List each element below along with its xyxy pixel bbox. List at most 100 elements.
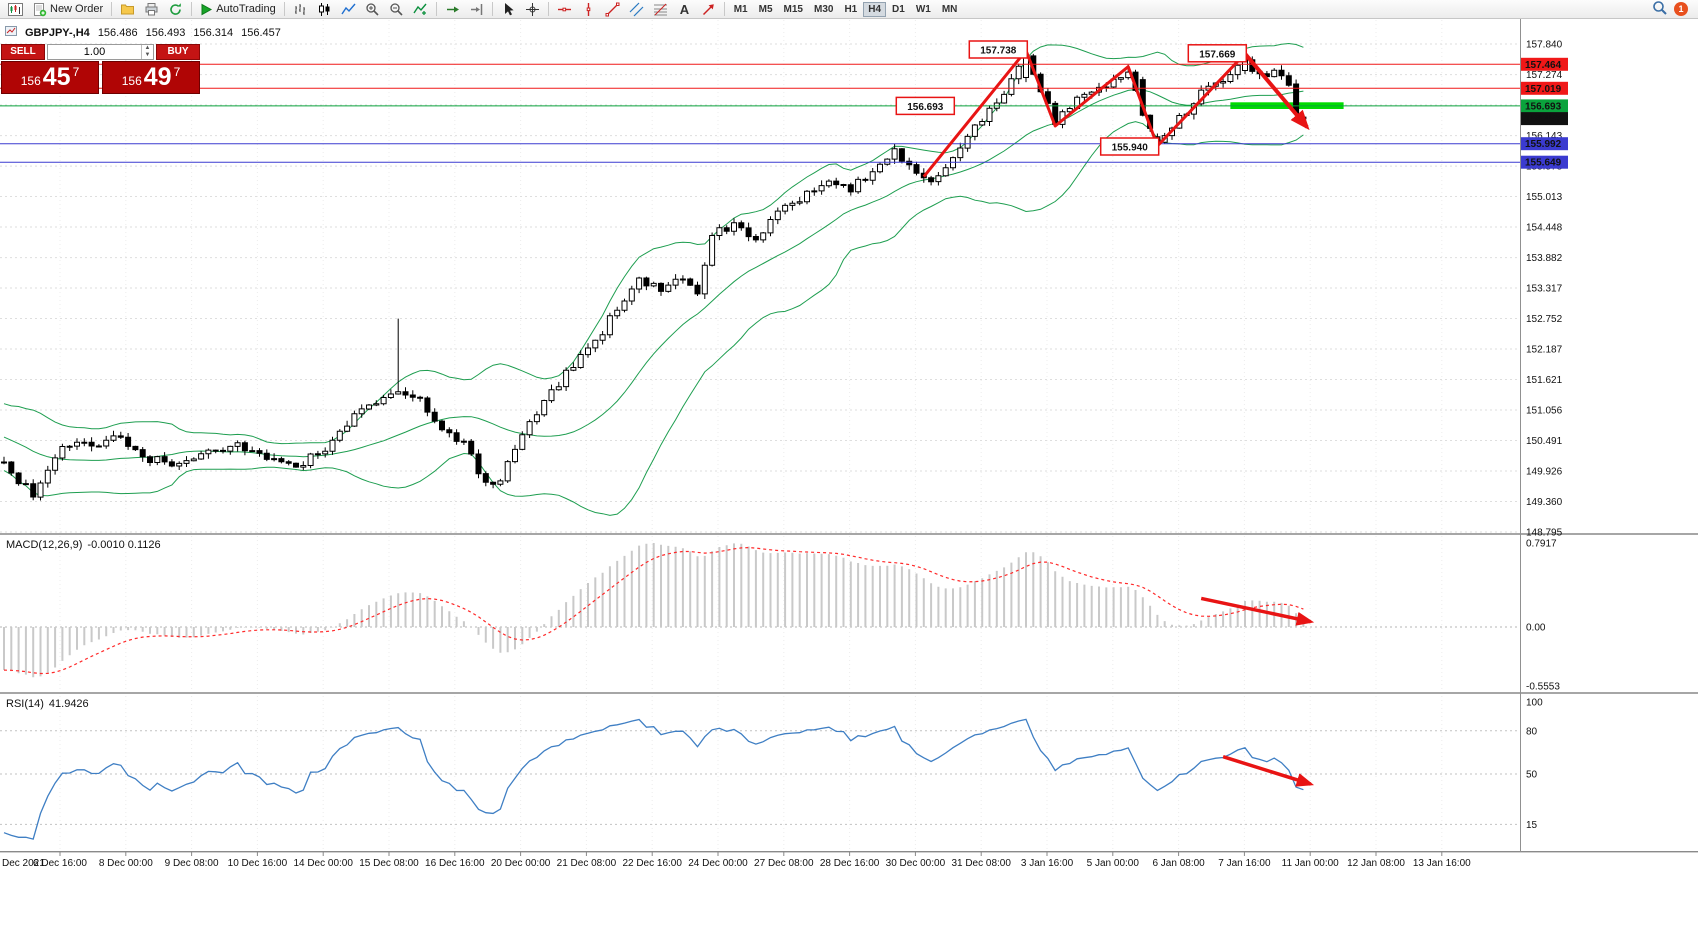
trendline-button[interactable]: [601, 1, 624, 18]
new-order-icon: [32, 2, 47, 17]
zoom-out-button[interactable]: [385, 1, 408, 18]
horizontal-level-lines[interactable]: [0, 63, 1520, 163]
timeframe-h4[interactable]: H4: [863, 1, 887, 17]
macd-name: MACD(12,26,9): [6, 539, 83, 551]
timeframe-m30[interactable]: M30: [809, 2, 838, 17]
autotrading-label: AutoTrading: [216, 3, 276, 15]
price-annotations: 157.738 157.669 156.693 155.940: [895, 40, 1248, 156]
line-chart-icon: [341, 2, 356, 17]
rsi-down-arrow-drawing[interactable]: [1222, 755, 1315, 787]
svg-text:22 Dec 16:00: 22 Dec 16:00: [622, 858, 682, 869]
rsi-tick: 80: [1526, 726, 1538, 737]
text-icon: A: [677, 2, 692, 17]
price-tick: 148.795: [1526, 528, 1563, 539]
svg-text:156.457: 156.457: [1525, 114, 1562, 125]
candlestick-icon: [317, 2, 332, 17]
indicators-button[interactable]: [409, 1, 432, 18]
price-tick: 152.187: [1526, 345, 1563, 356]
printer-icon: [144, 2, 159, 17]
chart-canvas[interactable]: 157.738 157.669 156.693 155.940 157.840 157.2…: [0, 18, 1698, 942]
ohlc-info: GBPJPY-,H4 156.486 156.493 156.314 156.4…: [5, 25, 281, 40]
fibonacci-button[interactable]: [649, 1, 672, 18]
timeframe-w1[interactable]: W1: [911, 2, 936, 17]
macd-tick: -0.5553: [1526, 681, 1560, 692]
crosshair-button[interactable]: [521, 1, 544, 18]
svg-text:9 Dec 08:00: 9 Dec 08:00: [165, 858, 219, 869]
step-down-icon[interactable]: ▼: [144, 52, 151, 58]
macd-indicator: [3, 543, 1305, 678]
svg-text:16 Dec 16:00: 16 Dec 16:00: [425, 858, 485, 869]
autotrading-button[interactable]: AutoTrading: [196, 1, 280, 18]
chart-shift-icon: [469, 2, 484, 17]
notification-badge[interactable]: 1: [1674, 2, 1688, 16]
vertical-line-button[interactable]: [577, 1, 600, 18]
timeframe-m1[interactable]: M1: [729, 2, 753, 17]
step-up-icon[interactable]: ▲: [144, 45, 151, 51]
sell-price-pips: 45: [42, 63, 71, 91]
volume-stepper[interactable]: ▲ ▼: [141, 45, 153, 59]
rsi-name: RSI(14): [6, 698, 44, 710]
rsi-tick: 50: [1526, 770, 1538, 781]
price-tick: 153.882: [1526, 253, 1563, 264]
bollinger-bands: [3, 42, 1304, 516]
text-button[interactable]: A: [673, 1, 696, 18]
buy-price-button[interactable]: 156 49 7: [102, 61, 200, 94]
arrows-button[interactable]: [697, 1, 720, 18]
timeframe-d1[interactable]: D1: [887, 2, 910, 17]
price-down-arrow-drawing[interactable]: [1243, 52, 1310, 131]
timeframe-mn[interactable]: MN: [937, 2, 963, 17]
price-scale[interactable]: 157.840157.274156.709156.143155.578155.0…: [1521, 40, 1568, 831]
macd-down-arrow-drawing[interactable]: [1200, 596, 1315, 626]
macd-values: -0.0010 0.1126: [87, 539, 161, 551]
bar-chart-button[interactable]: [289, 1, 312, 18]
profiles-button[interactable]: [116, 1, 139, 18]
price-annotation-157.669[interactable]: 157.669: [1187, 44, 1248, 63]
cursor-button[interactable]: [497, 1, 520, 18]
sell-button[interactable]: SELL: [1, 44, 45, 60]
svg-text:21 Dec 08:00: 21 Dec 08:00: [557, 858, 617, 869]
line-chart-button[interactable]: [337, 1, 360, 18]
price-tick: 157.840: [1526, 40, 1563, 51]
svg-text:156.693: 156.693: [1525, 101, 1562, 112]
low-value: 156.314: [193, 26, 234, 39]
price-annotation-156.693[interactable]: 156.693: [895, 96, 956, 116]
sell-price-button[interactable]: 156 45 7: [1, 61, 99, 94]
macd-tick: 0.00: [1526, 623, 1546, 634]
svg-text:157.669: 157.669: [1199, 49, 1236, 60]
vertical-line-icon: [581, 2, 596, 17]
bullish-candle-bodies: [1, 55, 1278, 498]
new-order-button[interactable]: New Order: [28, 1, 107, 18]
volume-value[interactable]: 1.00: [83, 46, 106, 58]
trend-drawings[interactable]: [922, 49, 1315, 787]
zoom-in-button[interactable]: [361, 1, 384, 18]
auto-scroll-button[interactable]: [441, 1, 464, 18]
price-tick: 149.360: [1526, 497, 1563, 508]
svg-text:6 Jan 08:00: 6 Jan 08:00: [1152, 858, 1205, 869]
bar-chart-icon: [293, 2, 308, 17]
channel-button[interactable]: [625, 1, 648, 18]
search-icon[interactable]: [1652, 0, 1667, 18]
candlestick-chart-button[interactable]: [313, 1, 336, 18]
buy-button[interactable]: BUY: [156, 44, 200, 60]
refresh-button[interactable]: [164, 1, 187, 18]
price-annotation-157.738[interactable]: 157.738: [968, 40, 1029, 59]
svg-text:31 Dec 08:00: 31 Dec 08:00: [951, 858, 1011, 869]
svg-text:A: A: [680, 2, 690, 17]
price-annotation-155.940[interactable]: 155.940: [1099, 137, 1160, 156]
timeframe-h1[interactable]: H1: [839, 2, 862, 17]
macd-signal-line: [3, 546, 1304, 675]
timeframe-m5[interactable]: M5: [754, 2, 778, 17]
svg-text:8 Dec 00:00: 8 Dec 00:00: [99, 858, 153, 869]
timeframe-m15[interactable]: M15: [779, 2, 808, 17]
price-scale-badge-157.019: 157.019: [1521, 81, 1568, 95]
one-click-trading-panel: SELL 1.00 ▲ ▼ BUY 156 45 7 156 49 7: [1, 44, 200, 94]
trend-zigzag-drawing[interactable]: [922, 49, 1247, 178]
volume-input[interactable]: 1.00 ▲ ▼: [47, 44, 154, 60]
toolbar-separator: [191, 2, 193, 16]
chart-shift-button[interactable]: [465, 1, 488, 18]
horizontal-line-button[interactable]: [553, 1, 576, 18]
macd-histogram: [3, 543, 1305, 678]
panel-separators: [0, 18, 1698, 853]
print-button[interactable]: [140, 1, 163, 18]
